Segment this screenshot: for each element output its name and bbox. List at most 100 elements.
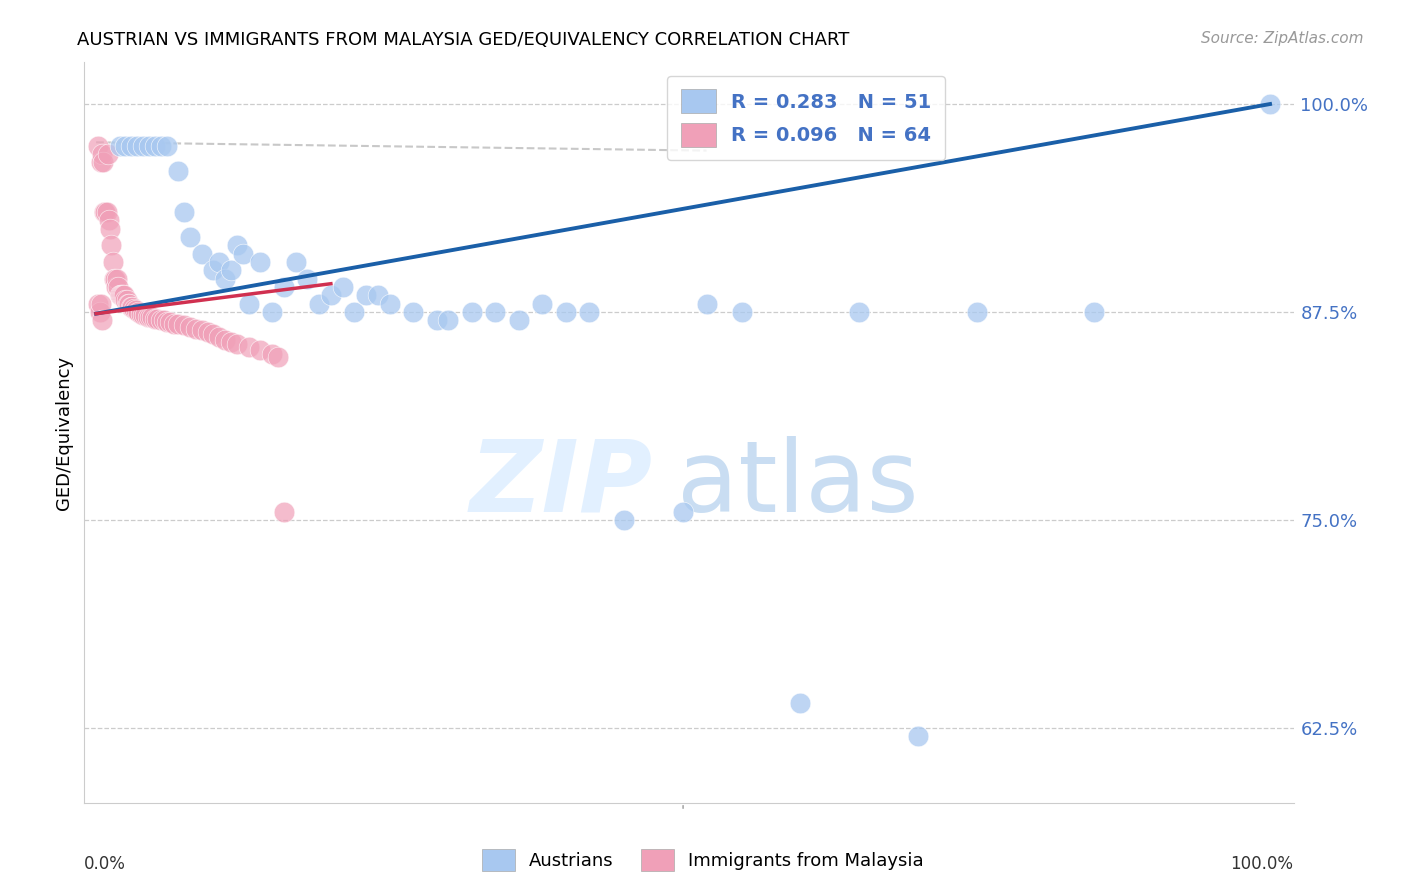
Point (87, 296, 110, 310)
Point (966, 305, 988, 319)
Point (190, 323, 212, 337)
Point (155, 315, 177, 329)
Point (1083, 305, 1105, 319)
Point (121, 300, 143, 314)
Point (127, 138, 149, 153)
Point (219, 334, 242, 349)
Point (267, 350, 290, 364)
Point (184, 321, 207, 335)
Point (354, 288, 377, 302)
Point (907, 729, 929, 743)
Point (146, 311, 169, 326)
Point (108, 288, 131, 302)
Point (202, 326, 225, 341)
Point (249, 343, 271, 358)
Point (425, 313, 447, 327)
Point (120, 138, 142, 153)
Point (98, 222, 121, 236)
Point (179, 320, 201, 334)
Point (238, 340, 260, 354)
Point (143, 138, 166, 153)
Point (249, 255, 271, 269)
Point (672, 505, 695, 519)
Point (508, 313, 530, 327)
Point (153, 313, 176, 327)
Point (238, 296, 260, 310)
Point (167, 317, 190, 331)
Point (219, 263, 242, 277)
Point (484, 305, 506, 319)
Point (110, 288, 132, 302)
Point (141, 310, 163, 324)
Point (273, 505, 295, 519)
Point (696, 296, 718, 310)
Point (214, 333, 236, 347)
Point (91, 147, 114, 161)
Point (531, 296, 554, 310)
Point (97, 147, 120, 161)
Point (789, 696, 811, 710)
Point (139, 310, 162, 324)
Point (208, 330, 231, 344)
Point (96, 205, 118, 219)
Point (138, 138, 160, 153)
Point (149, 313, 172, 327)
Point (214, 271, 236, 285)
Point (367, 288, 389, 302)
Point (232, 246, 254, 260)
Point (112, 288, 135, 302)
Y-axis label: GED/Equivalency: GED/Equivalency (55, 356, 73, 509)
Point (319, 288, 342, 302)
Point (111, 288, 134, 302)
Point (112, 288, 135, 302)
Point (262, 346, 284, 360)
Point (159, 315, 181, 329)
Point (262, 305, 284, 319)
Point (226, 336, 249, 351)
Point (103, 271, 125, 285)
Point (118, 296, 141, 310)
Point (155, 138, 177, 153)
Point (143, 311, 166, 326)
Point (190, 246, 212, 260)
Point (461, 305, 484, 319)
Point (731, 305, 754, 319)
Point (378, 296, 401, 310)
Point (554, 305, 576, 319)
Point (105, 271, 128, 285)
Point (115, 293, 138, 308)
Point (613, 513, 636, 527)
Point (149, 138, 172, 153)
Point (127, 305, 149, 319)
Point (848, 305, 870, 319)
Point (402, 305, 425, 319)
Point (132, 138, 155, 153)
Point (89, 305, 111, 319)
Point (105, 280, 128, 294)
Point (1258, 97, 1281, 112)
Point (173, 318, 195, 333)
Point (108, 138, 131, 153)
Point (226, 238, 249, 252)
Point (132, 309, 155, 323)
Point (114, 138, 136, 153)
Point (101, 255, 124, 269)
Point (208, 255, 231, 269)
Point (162, 317, 184, 331)
Point (90, 155, 112, 169)
Point (332, 280, 354, 294)
Text: 100.0%: 100.0% (1230, 855, 1294, 872)
Point (197, 325, 219, 339)
Point (98, 213, 121, 227)
Point (87, 138, 110, 153)
Legend: R = 0.283   N = 51, R = 0.096   N = 64: R = 0.283 N = 51, R = 0.096 N = 64 (668, 76, 945, 161)
Text: AUSTRIAN VS IMMIGRANTS FROM MALAYSIA GED/EQUIVALENCY CORRELATION CHART: AUSTRIAN VS IMMIGRANTS FROM MALAYSIA GED… (77, 31, 849, 49)
Text: Source: ZipAtlas.com: Source: ZipAtlas.com (1201, 31, 1364, 46)
Text: atlas: atlas (676, 436, 918, 533)
Point (90, 296, 112, 310)
Point (136, 310, 159, 324)
Legend: Austrians, Immigrants from Malaysia: Austrians, Immigrants from Malaysia (475, 842, 931, 879)
Point (107, 280, 129, 294)
Point (91, 313, 114, 327)
Point (134, 309, 156, 323)
